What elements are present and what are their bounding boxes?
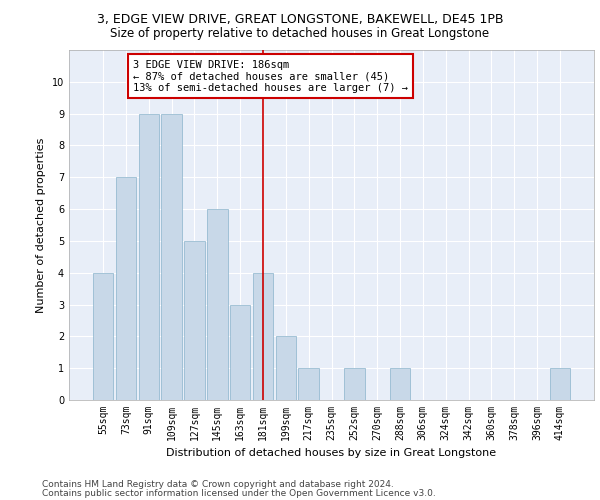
Bar (275, 336, 296, 400)
Bar (93, 272, 113, 400)
Bar (116, 178, 136, 400)
Bar (550, 368, 570, 400)
Bar (207, 209, 227, 400)
Bar (253, 272, 273, 400)
Bar (390, 368, 410, 400)
Text: 3, EDGE VIEW DRIVE, GREAT LONGSTONE, BAKEWELL, DE45 1PB: 3, EDGE VIEW DRIVE, GREAT LONGSTONE, BAK… (97, 12, 503, 26)
Text: Size of property relative to detached houses in Great Longstone: Size of property relative to detached ho… (110, 28, 490, 40)
Text: Contains public sector information licensed under the Open Government Licence v3: Contains public sector information licen… (42, 488, 436, 498)
Text: 3 EDGE VIEW DRIVE: 186sqm
← 87% of detached houses are smaller (45)
13% of semi-: 3 EDGE VIEW DRIVE: 186sqm ← 87% of detac… (133, 60, 408, 92)
X-axis label: Distribution of detached houses by size in Great Longstone: Distribution of detached houses by size … (166, 448, 497, 458)
Bar (230, 304, 250, 400)
Bar (161, 114, 182, 400)
Bar (184, 241, 205, 400)
Bar (298, 368, 319, 400)
Text: Contains HM Land Registry data © Crown copyright and database right 2024.: Contains HM Land Registry data © Crown c… (42, 480, 394, 489)
Bar (139, 114, 159, 400)
Y-axis label: Number of detached properties: Number of detached properties (37, 138, 46, 312)
Bar (344, 368, 365, 400)
